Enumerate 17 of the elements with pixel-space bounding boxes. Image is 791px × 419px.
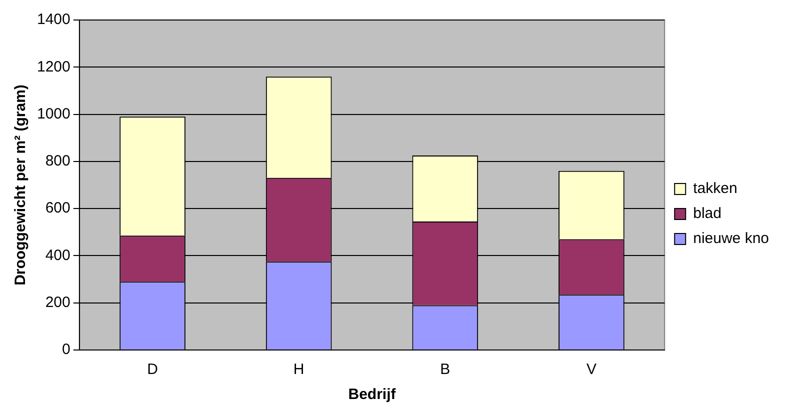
x-tick-label: V: [586, 361, 596, 378]
y-tick-label: 1200: [36, 58, 70, 76]
y-tick-label: 800: [45, 152, 70, 170]
y-tick-label: 0: [62, 341, 70, 358]
y-tick-label: 1000: [36, 105, 70, 122]
y-axis-title: Drooggewicht per m² (gram): [12, 84, 30, 286]
x-tick-label: B: [440, 361, 450, 378]
x-tick-label: D: [147, 361, 158, 378]
y-tick-label: 1400: [36, 11, 70, 28]
legend-label: takken: [693, 180, 738, 198]
x-tick-label: H: [293, 361, 304, 378]
y-tick-label: 400: [45, 246, 70, 264]
legend-label: nieuwe kno: [693, 230, 770, 248]
y-tick-label: 200: [45, 294, 70, 311]
x-axis-title: Bedrijf: [348, 386, 397, 404]
legend-label: blad: [693, 205, 722, 222]
y-tick-label: 600: [45, 200, 70, 217]
